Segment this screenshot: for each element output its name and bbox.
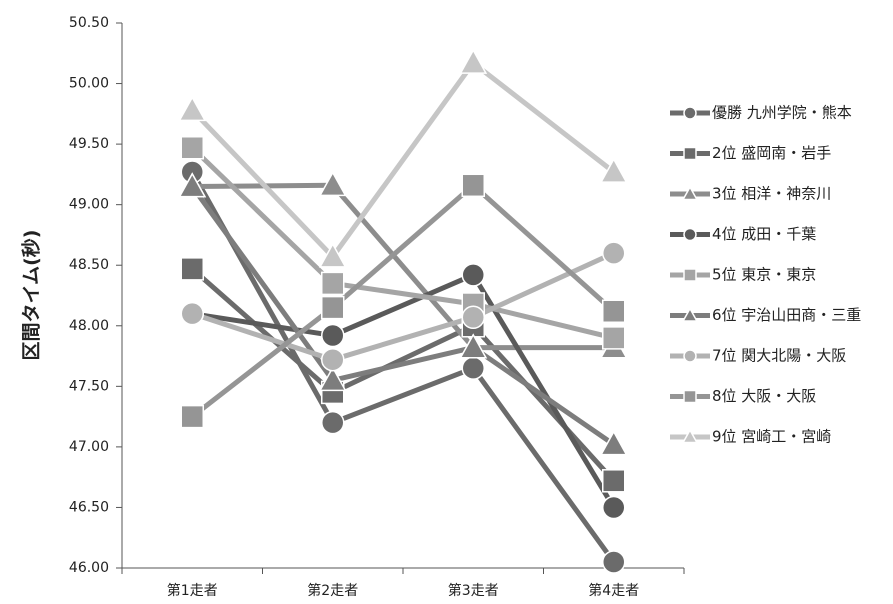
legend-swatch-marker bbox=[681, 428, 699, 444]
legend-item-4: 4位 成田・千葉 bbox=[670, 225, 816, 243]
x-tick-label: 第2走者 bbox=[307, 582, 358, 599]
data-point-series-2 bbox=[180, 257, 204, 281]
data-point-series-6 bbox=[599, 430, 628, 456]
legend-label: 7位 関大北陽・大阪 bbox=[712, 347, 846, 365]
legend-label: 2位 盛岡南・岩手 bbox=[712, 144, 831, 162]
series-lines bbox=[190, 60, 616, 564]
data-point-series-7 bbox=[180, 301, 204, 326]
legend-item-1: 優勝 九州学院・熊本 bbox=[670, 104, 852, 122]
data-point-series-1 bbox=[321, 410, 345, 435]
data-point-series-4 bbox=[602, 495, 626, 520]
data-point-series-6 bbox=[178, 172, 207, 198]
data-point-series-8 bbox=[602, 299, 626, 323]
legend-label: 4位 成田・千葉 bbox=[712, 225, 816, 243]
series-line-5 bbox=[190, 145, 615, 341]
series-line-4 bbox=[191, 272, 616, 509]
data-point-series-9 bbox=[318, 242, 347, 268]
data-point-series-1 bbox=[602, 550, 626, 574]
data-point-series-8 bbox=[321, 295, 345, 320]
data-point-series-7 bbox=[602, 241, 626, 265]
data-point-series-4 bbox=[461, 263, 485, 287]
legend-swatch-marker bbox=[683, 227, 697, 242]
y-tick-label: 46.50 bbox=[69, 499, 109, 515]
data-point-series-6 bbox=[459, 333, 488, 359]
data-point-series-8 bbox=[461, 173, 485, 198]
legend-label: 5位 東京・東京 bbox=[712, 266, 816, 284]
series-line-1 bbox=[190, 170, 616, 564]
legend-label: 9位 宮崎工・宮崎 bbox=[712, 428, 831, 446]
data-point-series-7 bbox=[461, 305, 485, 330]
data-point-series-6 bbox=[318, 366, 347, 392]
data-point-series-5 bbox=[602, 326, 626, 350]
y-tick-label: 49.50 bbox=[69, 136, 109, 152]
data-point-series-9 bbox=[459, 48, 488, 74]
data-point-series-7 bbox=[321, 347, 345, 372]
y-tick-label: 47.00 bbox=[69, 439, 109, 455]
legend-swatch-marker bbox=[683, 389, 697, 404]
legend-swatch-marker bbox=[683, 146, 697, 161]
data-point-series-9 bbox=[599, 157, 628, 183]
series-line-8 bbox=[190, 182, 616, 419]
data-point-series-3 bbox=[318, 171, 347, 197]
legend-label: 6位 宇治山田商・三重 bbox=[712, 306, 861, 324]
data-point-series-8 bbox=[180, 404, 204, 429]
y-tick-label: 49.00 bbox=[69, 197, 109, 213]
data-point-series-9 bbox=[178, 96, 207, 122]
data-point-series-2 bbox=[602, 469, 626, 493]
x-tick-label: 第3走者 bbox=[448, 582, 499, 599]
series-markers bbox=[178, 48, 628, 574]
legend-swatch-marker bbox=[683, 268, 697, 282]
legend-label: 3位 相洋・神奈川 bbox=[712, 185, 831, 203]
y-tick-label: 48.50 bbox=[69, 257, 109, 273]
legend-item-3: 3位 相洋・神奈川 bbox=[670, 185, 831, 203]
legend-item-6: 6位 宇治山田商・三重 bbox=[670, 306, 861, 324]
y-tick-label: 50.00 bbox=[69, 76, 109, 92]
legend-item-8: 8位 大阪・大阪 bbox=[670, 387, 816, 405]
series-line-6 bbox=[190, 185, 616, 447]
series-line-7 bbox=[191, 250, 615, 363]
legend-label: 8位 大阪・大阪 bbox=[712, 387, 816, 405]
series-line-9 bbox=[190, 60, 616, 260]
legend-label: 優勝 九州学院・熊本 bbox=[712, 104, 852, 122]
data-point-series-1 bbox=[461, 356, 485, 380]
y-tick-label: 48.00 bbox=[69, 318, 109, 334]
legend-item-9: 9位 宮崎工・宮崎 bbox=[670, 428, 831, 446]
x-tick-label: 第1走者 bbox=[167, 582, 218, 599]
data-point-series-5 bbox=[180, 135, 204, 160]
legend-item-5: 5位 東京・東京 bbox=[670, 266, 816, 284]
x-tick-label: 第4走者 bbox=[588, 582, 639, 599]
y-tick-label: 50.50 bbox=[69, 15, 109, 31]
data-point-series-5 bbox=[321, 271, 345, 296]
legend-swatch-marker bbox=[683, 106, 697, 120]
legend-swatch-marker bbox=[683, 349, 697, 363]
axes: 46.00 46.50 47.00 47.50 48.00 48.50 49.00 49.50… bbox=[69, 15, 685, 599]
legend: 優勝 九州学院・熊本 2位 盛岡南・岩手 3位 相洋・神奈川 4位 成田・千葉 5位 東… bbox=[670, 104, 861, 446]
y-tick-label: 46.00 bbox=[69, 560, 109, 576]
legend-swatch-marker bbox=[681, 185, 699, 201]
y-tick-label: 47.50 bbox=[69, 378, 109, 394]
data-point-series-4 bbox=[321, 323, 345, 348]
legend-swatch-marker bbox=[681, 307, 699, 322]
y-axis-label: 区間タイム(秒) bbox=[20, 230, 43, 361]
legend-item-7: 7位 関大北陽・大阪 bbox=[670, 347, 846, 365]
series-line-2 bbox=[190, 266, 616, 483]
legend-item-2: 2位 盛岡南・岩手 bbox=[670, 144, 831, 162]
